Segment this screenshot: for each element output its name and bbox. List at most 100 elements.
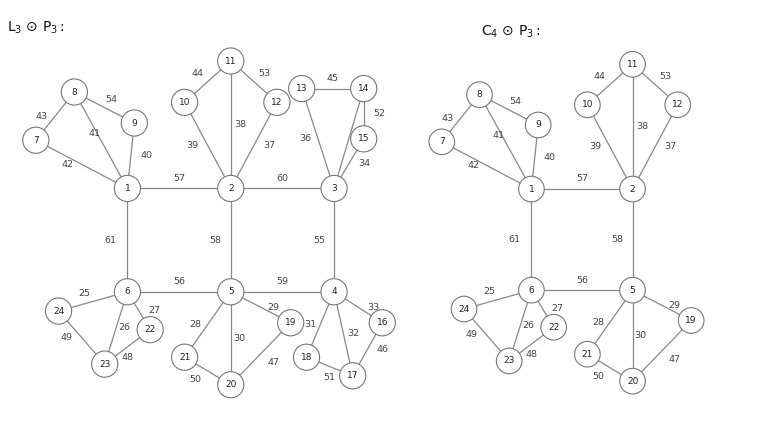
Text: 38: 38 — [636, 122, 648, 131]
Text: 11: 11 — [225, 57, 237, 66]
Text: 9: 9 — [536, 121, 541, 130]
Circle shape — [289, 76, 315, 102]
Text: 22: 22 — [548, 323, 559, 332]
Text: 2: 2 — [228, 184, 234, 193]
Text: 32: 32 — [348, 329, 360, 338]
Text: 17: 17 — [347, 372, 358, 380]
Text: 19: 19 — [285, 318, 296, 327]
Text: 46: 46 — [377, 345, 389, 354]
Circle shape — [92, 351, 118, 377]
Text: 59: 59 — [277, 277, 289, 286]
Circle shape — [172, 344, 198, 370]
Circle shape — [218, 175, 244, 202]
Text: $\mathregular{C}_4\ \mathregular{\odot}\ \mathregular{P}_3:$: $\mathregular{C}_4\ \mathregular{\odot}\… — [481, 24, 541, 40]
Text: 58: 58 — [209, 235, 222, 245]
Text: 57: 57 — [173, 174, 185, 183]
Text: 43: 43 — [441, 114, 453, 123]
Text: 5: 5 — [228, 287, 234, 296]
Text: 49: 49 — [466, 330, 478, 340]
Text: 58: 58 — [612, 235, 623, 244]
Text: 26: 26 — [118, 324, 131, 333]
Text: 51: 51 — [324, 373, 335, 382]
Text: 20: 20 — [626, 377, 638, 386]
Text: 53: 53 — [659, 72, 672, 81]
Circle shape — [351, 126, 377, 152]
Text: 47: 47 — [668, 355, 680, 364]
Text: 26: 26 — [523, 321, 534, 330]
Circle shape — [172, 89, 198, 115]
Circle shape — [620, 176, 646, 202]
Text: 25: 25 — [79, 289, 91, 298]
Text: 3: 3 — [332, 184, 337, 193]
Text: 2: 2 — [630, 184, 636, 194]
Circle shape — [519, 176, 544, 202]
Text: 21: 21 — [581, 349, 593, 359]
Text: 28: 28 — [189, 320, 201, 329]
Text: 19: 19 — [685, 316, 697, 325]
Text: 28: 28 — [592, 318, 604, 327]
Circle shape — [665, 92, 691, 118]
Text: 42: 42 — [467, 161, 479, 170]
Text: 60: 60 — [277, 174, 289, 183]
Circle shape — [678, 308, 704, 334]
Text: 1: 1 — [125, 184, 131, 193]
Circle shape — [115, 175, 141, 202]
Text: 24: 24 — [53, 307, 64, 315]
Text: 37: 37 — [263, 141, 275, 150]
Text: 7: 7 — [439, 137, 445, 146]
Text: 57: 57 — [576, 175, 588, 184]
Text: 29: 29 — [668, 301, 680, 310]
Text: 6: 6 — [125, 287, 131, 296]
Circle shape — [218, 372, 244, 398]
Text: 24: 24 — [458, 305, 470, 314]
Circle shape — [264, 89, 290, 115]
Text: 50: 50 — [189, 375, 201, 384]
Text: 1: 1 — [529, 184, 534, 194]
Text: 37: 37 — [664, 143, 676, 151]
Text: 23: 23 — [99, 359, 110, 368]
Text: 31: 31 — [304, 320, 316, 329]
Text: 21: 21 — [179, 353, 190, 362]
Text: 25: 25 — [484, 287, 496, 296]
Text: 48: 48 — [121, 353, 134, 362]
Text: 41: 41 — [493, 130, 505, 140]
Text: 14: 14 — [358, 84, 370, 93]
Text: 43: 43 — [35, 111, 47, 121]
Circle shape — [369, 310, 396, 336]
Text: 8: 8 — [477, 90, 482, 99]
Circle shape — [46, 298, 72, 324]
Text: 49: 49 — [60, 333, 73, 342]
Circle shape — [519, 277, 544, 303]
Circle shape — [452, 296, 477, 322]
Text: 36: 36 — [299, 134, 312, 143]
Text: 35: 35 — [353, 130, 365, 140]
Circle shape — [321, 175, 347, 202]
Text: 16: 16 — [377, 318, 388, 327]
Circle shape — [277, 310, 304, 336]
Text: 12: 12 — [672, 100, 684, 109]
Circle shape — [61, 79, 88, 105]
Text: 30: 30 — [635, 331, 646, 340]
Text: 55: 55 — [313, 235, 325, 245]
Text: 38: 38 — [235, 120, 247, 129]
Text: 10: 10 — [179, 98, 190, 107]
Circle shape — [620, 368, 646, 394]
Text: 53: 53 — [258, 69, 270, 78]
Text: 54: 54 — [105, 95, 117, 104]
Circle shape — [575, 341, 601, 367]
Text: 44: 44 — [594, 72, 606, 81]
Circle shape — [321, 279, 347, 305]
Circle shape — [497, 348, 522, 374]
Text: 23: 23 — [503, 356, 515, 365]
Text: 10: 10 — [581, 100, 593, 109]
Text: 12: 12 — [271, 98, 283, 107]
Text: 27: 27 — [148, 306, 160, 315]
Circle shape — [121, 110, 147, 136]
Circle shape — [541, 314, 566, 340]
Circle shape — [293, 344, 319, 370]
Circle shape — [526, 112, 551, 138]
Text: 20: 20 — [225, 380, 236, 389]
Text: 39: 39 — [186, 141, 199, 150]
Text: 56: 56 — [576, 276, 588, 285]
Circle shape — [218, 279, 244, 305]
